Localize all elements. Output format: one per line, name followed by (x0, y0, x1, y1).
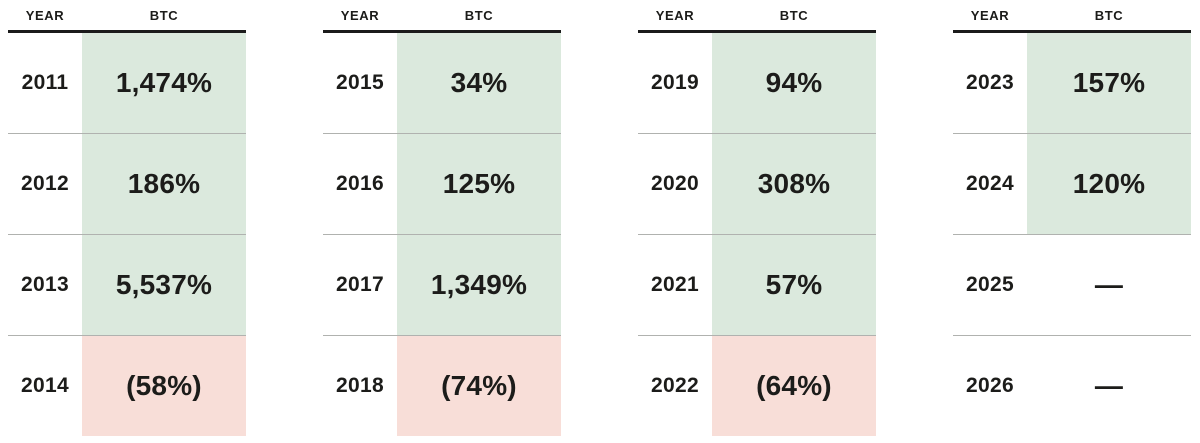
table-row: 2018 (74%) (323, 335, 561, 436)
year-cell: 2017 (336, 273, 384, 296)
btc-column-header: BTC (149, 7, 179, 23)
table-row: 2022 (64%) (638, 335, 876, 436)
table-header: YEAR BTC (953, 0, 1191, 33)
btc-value-cell: 125% (397, 134, 561, 234)
table-row: 2014 (58%) (8, 335, 246, 436)
year-cell: 2019 (651, 71, 699, 94)
btc-value-cell: (58%) (82, 336, 246, 436)
year-cell: 2026 (966, 374, 1014, 397)
btc-value-cell: 94% (712, 33, 876, 133)
btc-value-cell: (74%) (397, 336, 561, 436)
table-row: 2026 — (953, 335, 1191, 436)
btc-value-cell: 1,474% (82, 33, 246, 133)
btc-column-header: BTC (464, 7, 494, 23)
returns-table-2023-2026: YEAR BTC 2023 157% 2024 120% 2025 — 2026… (953, 0, 1191, 436)
btc-value-cell: 186% (82, 134, 246, 234)
table-row: 2012 186% (8, 133, 246, 234)
table-row: 2017 1,349% (323, 234, 561, 335)
table-row: 2023 157% (953, 33, 1191, 133)
year-cell: 2022 (651, 374, 699, 397)
year-cell: 2016 (336, 172, 384, 195)
year-column-header: YEAR (970, 7, 1010, 23)
year-cell: 2020 (651, 172, 699, 195)
btc-value-cell: 120% (1027, 134, 1191, 234)
btc-value-cell: — (1094, 370, 1124, 401)
returns-table-2015-2018: YEAR BTC 2015 34% 2016 125% 2017 1,349% … (323, 0, 561, 436)
table-row: 2015 34% (323, 33, 561, 133)
btc-value-cell: 34% (397, 33, 561, 133)
btc-value-cell: 1,349% (397, 235, 561, 335)
table-row: 2025 — (953, 234, 1191, 335)
btc-value-cell: (64%) (712, 336, 876, 436)
btc-value-cell: 57% (712, 235, 876, 335)
btc-value-cell: 308% (712, 134, 876, 234)
table-row: 2020 308% (638, 133, 876, 234)
year-cell: 2015 (336, 71, 384, 94)
year-cell: 2012 (21, 172, 69, 195)
btc-column-header: BTC (779, 7, 809, 23)
btc-value-cell: 5,537% (82, 235, 246, 335)
table-header: YEAR BTC (8, 0, 246, 33)
table-header: YEAR BTC (323, 0, 561, 33)
table-row: 2021 57% (638, 234, 876, 335)
year-cell: 2018 (336, 374, 384, 397)
year-cell: 2025 (966, 273, 1014, 296)
table-row: 2019 94% (638, 33, 876, 133)
year-column-header: YEAR (25, 7, 65, 23)
btc-value-cell: 157% (1027, 33, 1191, 133)
year-cell: 2014 (21, 374, 69, 397)
btc-column-header: BTC (1094, 7, 1124, 23)
year-cell: 2024 (966, 172, 1014, 195)
year-cell: 2013 (21, 273, 69, 296)
table-header: YEAR BTC (638, 0, 876, 33)
returns-table-2011-2014: YEAR BTC 2011 1,474% 2012 186% 2013 5,53… (8, 0, 246, 436)
table-row: 2013 5,537% (8, 234, 246, 335)
btc-value-cell: — (1094, 269, 1124, 300)
table-row: 2011 1,474% (8, 33, 246, 133)
year-cell: 2011 (21, 71, 69, 94)
year-column-header: YEAR (340, 7, 380, 23)
year-column-header: YEAR (655, 7, 695, 23)
table-row: 2016 125% (323, 133, 561, 234)
table-row: 2024 120% (953, 133, 1191, 234)
returns-table-2019-2022: YEAR BTC 2019 94% 2020 308% 2021 57% 202… (638, 0, 876, 436)
year-cell: 2021 (651, 273, 699, 296)
year-cell: 2023 (966, 71, 1014, 94)
